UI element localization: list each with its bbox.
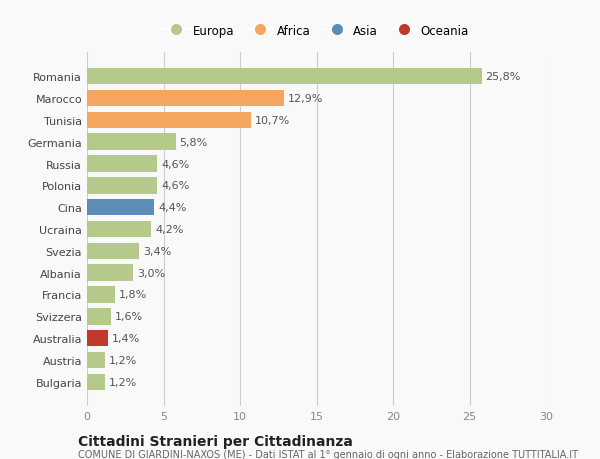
Bar [87, 221, 151, 238]
Bar [87, 156, 157, 172]
Bar [87, 352, 106, 369]
Bar [87, 243, 139, 259]
Text: 1,2%: 1,2% [109, 377, 137, 387]
Bar [87, 178, 157, 194]
Legend: Europa, Africa, Asia, Oceania: Europa, Africa, Asia, Oceania [160, 20, 473, 42]
Text: 4,4%: 4,4% [158, 203, 187, 213]
Text: 4,6%: 4,6% [161, 181, 190, 191]
Text: 1,4%: 1,4% [112, 333, 140, 343]
Text: 3,0%: 3,0% [137, 268, 165, 278]
Text: 10,7%: 10,7% [254, 116, 290, 126]
Text: 12,9%: 12,9% [288, 94, 323, 104]
Bar [87, 134, 176, 151]
Bar [87, 112, 251, 129]
Bar [87, 90, 284, 107]
Bar [87, 308, 112, 325]
Text: 1,2%: 1,2% [109, 355, 137, 365]
Text: 1,8%: 1,8% [118, 290, 146, 300]
Text: 4,6%: 4,6% [161, 159, 190, 169]
Text: 1,6%: 1,6% [115, 312, 143, 322]
Text: 4,2%: 4,2% [155, 224, 184, 235]
Text: COMUNE DI GIARDINI-NAXOS (ME) - Dati ISTAT al 1° gennaio di ogni anno - Elaboraz: COMUNE DI GIARDINI-NAXOS (ME) - Dati IST… [78, 449, 578, 459]
Text: Cittadini Stranieri per Cittadinanza: Cittadini Stranieri per Cittadinanza [78, 434, 353, 448]
Text: 3,4%: 3,4% [143, 246, 171, 256]
Bar [87, 287, 115, 303]
Bar [87, 200, 154, 216]
Bar [87, 374, 106, 390]
Text: 25,8%: 25,8% [485, 72, 521, 82]
Bar [87, 69, 482, 85]
Bar [87, 330, 109, 347]
Text: 5,8%: 5,8% [179, 137, 208, 147]
Bar [87, 265, 133, 281]
